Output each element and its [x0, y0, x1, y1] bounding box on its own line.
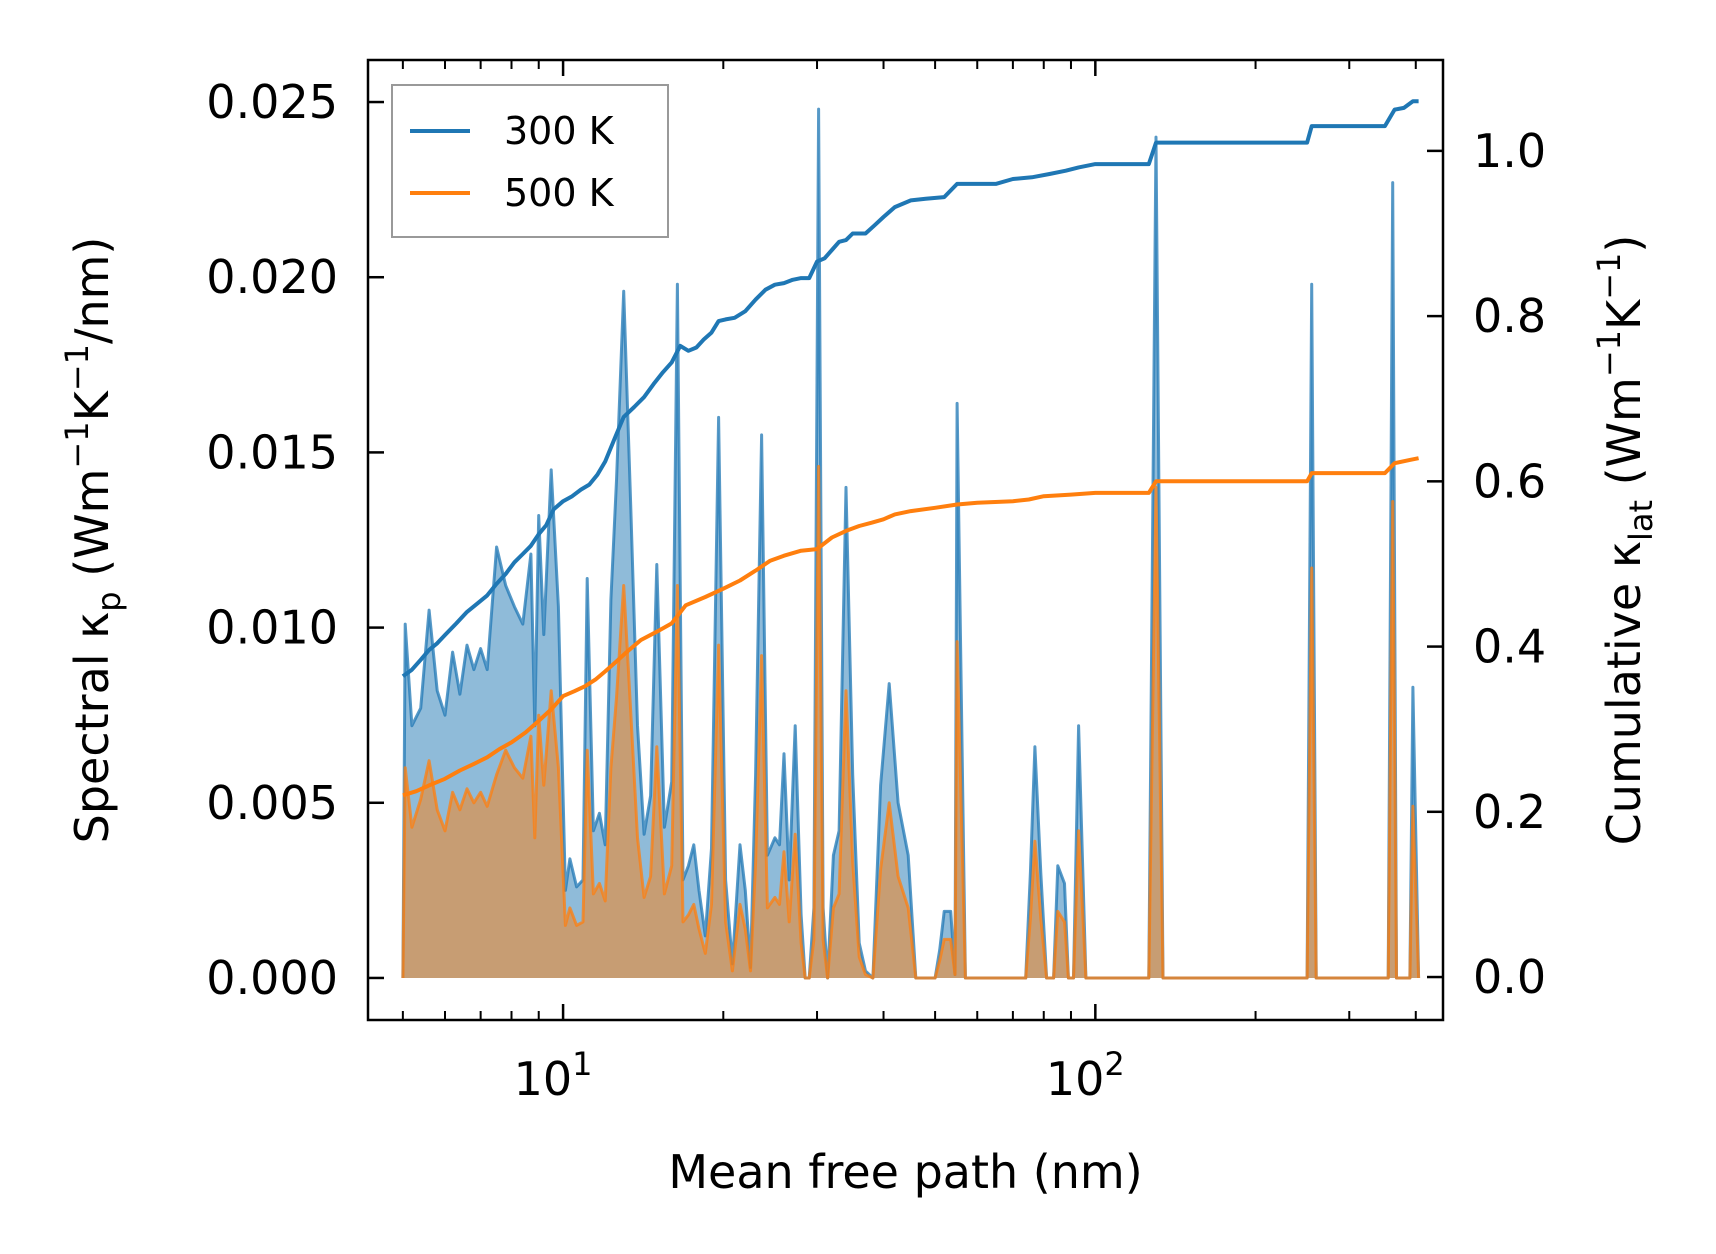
x-tick-label: 101: [514, 1045, 593, 1106]
cumulative-line-500k: [402, 456, 1419, 798]
y-right-tick-label: 0.6: [1473, 454, 1546, 508]
y-left-tick-label: 0.020: [206, 250, 338, 304]
y-right-tick-label: 0.0: [1473, 950, 1546, 1004]
tick-layer: 101 102 0.000 0.005 0.010 0.015 0.020 0.025 0.0 0…: [206, 60, 1546, 1106]
spectral-area-layer: [401, 107, 1421, 980]
y-right-tick-label: 0.4: [1473, 620, 1546, 674]
y-axis-left-title: Spectral κp (Wm−1K−1/nm): [58, 237, 128, 844]
legend-box: [391, 84, 669, 238]
legend: 300 K 500 K: [391, 84, 669, 238]
spectral-line-500k: [401, 464, 1421, 980]
spectral-area-500k: [402, 466, 1419, 978]
y-right-tick-label: 0.8: [1473, 289, 1546, 343]
y-right-tick-label: 1.0: [1473, 124, 1546, 178]
y-left-tick-label: 0.000: [206, 951, 338, 1005]
plot-frame: [366, 58, 1445, 1022]
legend-label: 300 K: [504, 109, 615, 153]
y-left-tick-label: 0.005: [206, 776, 338, 830]
x-tick-label: 102: [1046, 1045, 1125, 1106]
y-axis-right-title: Cumulative κlat (Wm−1K−1): [1590, 235, 1660, 846]
y-left-tick-label: 0.015: [206, 425, 338, 479]
legend-label: 500 K: [504, 171, 615, 215]
cumulative-line-300k: [401, 99, 1419, 678]
cumulative-line-layer: [401, 99, 1419, 798]
y-right-tick-label: 0.2: [1473, 785, 1546, 839]
y-left-tick-label: 0.025: [206, 75, 338, 129]
y-left-tick-label: 0.010: [206, 601, 338, 655]
x-axis-title: Mean free path (nm): [668, 1145, 1142, 1199]
